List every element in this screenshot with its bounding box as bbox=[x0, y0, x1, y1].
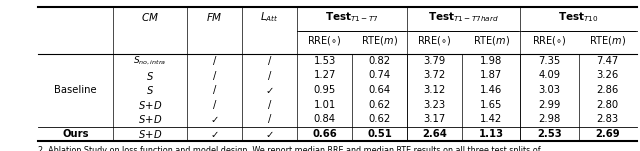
Text: 2.83: 2.83 bbox=[596, 114, 619, 124]
Text: $S\!+\!D$: $S\!+\!D$ bbox=[138, 99, 163, 111]
Text: $\checkmark$: $\checkmark$ bbox=[266, 129, 274, 139]
Text: $S$: $S$ bbox=[146, 69, 154, 82]
Text: 1.42: 1.42 bbox=[480, 114, 502, 124]
Text: $S\!+\!D$: $S\!+\!D$ bbox=[138, 128, 163, 140]
Text: 1.46: 1.46 bbox=[480, 85, 502, 95]
Text: /: / bbox=[213, 100, 216, 110]
Text: 7.47: 7.47 bbox=[596, 56, 619, 66]
Text: 0.66: 0.66 bbox=[312, 129, 337, 139]
Text: $FM$: $FM$ bbox=[206, 11, 223, 23]
Text: $S$: $S$ bbox=[146, 84, 154, 96]
Text: RTE($m$): RTE($m$) bbox=[473, 34, 510, 47]
Text: 3.72: 3.72 bbox=[424, 71, 446, 80]
Text: $\checkmark$: $\checkmark$ bbox=[211, 114, 219, 124]
Text: 0.82: 0.82 bbox=[369, 56, 390, 66]
Text: RTE($m$): RTE($m$) bbox=[589, 34, 627, 47]
Text: 0.64: 0.64 bbox=[369, 85, 390, 95]
Text: 3.23: 3.23 bbox=[424, 100, 445, 110]
Text: Ours: Ours bbox=[62, 129, 89, 139]
Text: $S_{no,intra}$: $S_{no,intra}$ bbox=[134, 55, 166, 67]
Text: 1.98: 1.98 bbox=[480, 56, 502, 66]
Text: $\checkmark$: $\checkmark$ bbox=[211, 129, 219, 139]
Text: 1.65: 1.65 bbox=[480, 100, 502, 110]
Text: /: / bbox=[213, 56, 216, 66]
Text: 0.62: 0.62 bbox=[369, 114, 391, 124]
Text: $L_{Att}$: $L_{Att}$ bbox=[260, 10, 279, 24]
Text: $\mathbf{Test}_{T1-T7hard}$: $\mathbf{Test}_{T1-T7hard}$ bbox=[428, 10, 499, 24]
Text: $\mathbf{Test}_{T1-T7}$: $\mathbf{Test}_{T1-T7}$ bbox=[325, 10, 379, 24]
Text: $S\!+\!D$: $S\!+\!D$ bbox=[138, 113, 163, 125]
Text: 2. Ablation Study on loss function and model design. We report median RRE and me: 2. Ablation Study on loss function and m… bbox=[38, 146, 541, 151]
Text: 1.27: 1.27 bbox=[314, 71, 336, 80]
Text: /: / bbox=[213, 71, 216, 80]
Text: $\mathbf{Test}_{T10}$: $\mathbf{Test}_{T10}$ bbox=[558, 10, 599, 24]
Text: 0.51: 0.51 bbox=[367, 129, 392, 139]
Text: 1.13: 1.13 bbox=[479, 129, 504, 139]
Text: /: / bbox=[268, 71, 271, 80]
Text: 2.69: 2.69 bbox=[595, 129, 620, 139]
Text: 3.12: 3.12 bbox=[424, 85, 446, 95]
Text: 2.86: 2.86 bbox=[596, 85, 619, 95]
Text: $\checkmark$: $\checkmark$ bbox=[266, 85, 274, 95]
Text: RRE($\circ$): RRE($\circ$) bbox=[532, 34, 567, 47]
Text: 3.79: 3.79 bbox=[424, 56, 446, 66]
Text: /: / bbox=[268, 100, 271, 110]
Text: 0.74: 0.74 bbox=[369, 71, 390, 80]
Text: 3.03: 3.03 bbox=[538, 85, 561, 95]
Text: 1.87: 1.87 bbox=[480, 71, 502, 80]
Text: 3.26: 3.26 bbox=[596, 71, 619, 80]
Text: RRE($\circ$): RRE($\circ$) bbox=[417, 34, 452, 47]
Text: 7.35: 7.35 bbox=[538, 56, 561, 66]
Text: Baseline: Baseline bbox=[54, 85, 97, 95]
Text: 2.53: 2.53 bbox=[537, 129, 562, 139]
Text: 2.99: 2.99 bbox=[538, 100, 561, 110]
Text: RTE($m$): RTE($m$) bbox=[361, 34, 398, 47]
Text: 1.01: 1.01 bbox=[314, 100, 336, 110]
Text: /: / bbox=[268, 56, 271, 66]
Text: 2.64: 2.64 bbox=[422, 129, 447, 139]
Text: $CM$: $CM$ bbox=[141, 11, 159, 23]
Text: 0.84: 0.84 bbox=[314, 114, 335, 124]
Text: 0.62: 0.62 bbox=[369, 100, 391, 110]
Text: /: / bbox=[213, 85, 216, 95]
Text: RRE($\circ$): RRE($\circ$) bbox=[307, 34, 342, 47]
Text: 0.95: 0.95 bbox=[314, 85, 336, 95]
Text: /: / bbox=[268, 114, 271, 124]
Text: 1.53: 1.53 bbox=[314, 56, 336, 66]
Text: 3.17: 3.17 bbox=[424, 114, 446, 124]
Text: 2.80: 2.80 bbox=[596, 100, 619, 110]
Text: 4.09: 4.09 bbox=[538, 71, 561, 80]
Text: 2.98: 2.98 bbox=[538, 114, 561, 124]
